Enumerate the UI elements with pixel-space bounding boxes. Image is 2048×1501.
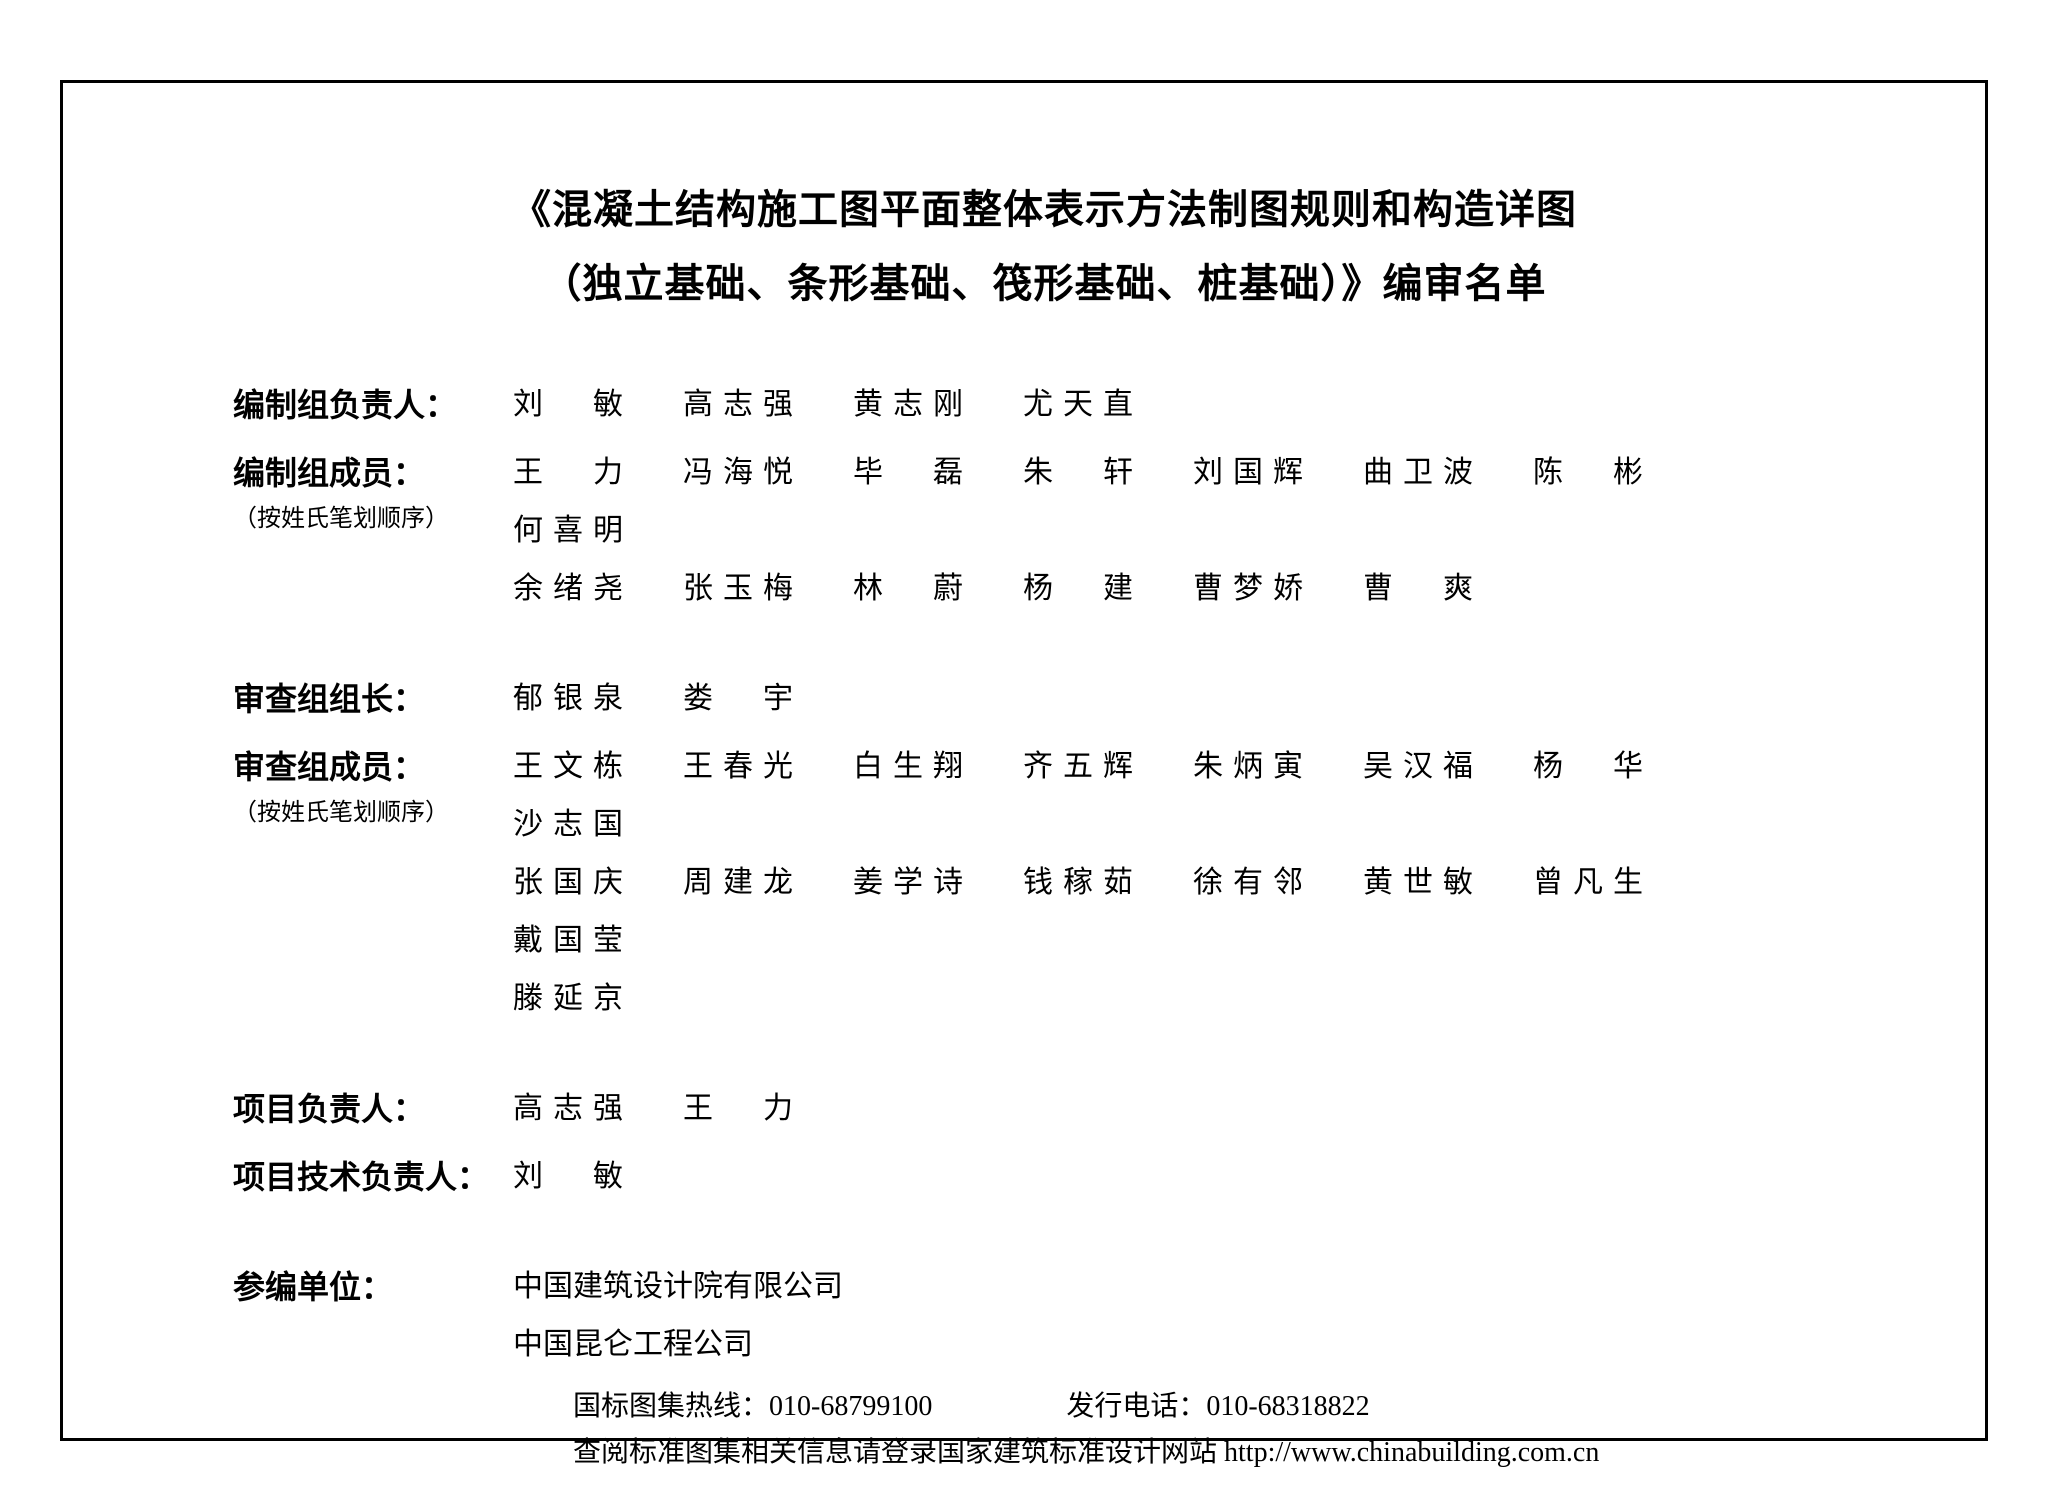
person-name: 郁银泉 (513, 670, 683, 728)
section-project-leaders: 项目负责人： 高志强 王 力 (233, 1080, 1855, 1138)
names-col: 王 力 冯海悦 毕 磊 朱 轩 刘国辉 曲卫波 陈 彬 何喜明 余绪尧 张玉梅 … (513, 444, 1855, 618)
person-name: 陈 彬 (1533, 444, 1703, 502)
title-line-2: （独立基础、条形基础、筏形基础、桩基础）》编审名单 (233, 247, 1855, 321)
person-name: 姜学诗 (853, 854, 1023, 912)
name-row: 张国庆 周建龙 姜学诗 钱稼茹 徐有邻 黄世敏 曾凡生 戴国莹 (513, 854, 1855, 970)
label-col: 编制组负责人： (233, 376, 513, 434)
names-col: 王文栋 王春光 白生翔 齐五辉 朱炳寅 吴汉福 杨 华 沙志国 张国庆 周建龙 … (513, 738, 1855, 1028)
person-name: 朱 轩 (1023, 444, 1193, 502)
org-name: 中国建筑设计院有限公司 (513, 1258, 1855, 1316)
name-row: 刘 敏 高志强 黄志刚 尤天直 (513, 376, 1855, 434)
document-frame: 《混凝土结构施工图平面整体表示方法制图规则和构造详图 （独立基础、条形基础、筏形… (60, 80, 1988, 1441)
person-name: 王 力 (513, 444, 683, 502)
person-name: 徐有邻 (1193, 854, 1363, 912)
person-name: 刘 敏 (513, 376, 683, 434)
footer-contact-row: 国标图集热线：010-68799100 发行电话：010-68318822 (573, 1384, 1855, 1430)
names-col: 高志强 王 力 (513, 1080, 1855, 1138)
person-name: 白生翔 (853, 738, 1023, 796)
person-name: 钱稼茹 (1023, 854, 1193, 912)
label-col: 项目负责人： (233, 1080, 513, 1138)
person-name: 吴汉福 (1363, 738, 1533, 796)
sublabel-review-members: （按姓氏笔划顺序） (233, 796, 513, 830)
person-name: 娄 宇 (683, 670, 853, 728)
label-col: 项目技术负责人： (233, 1148, 513, 1206)
person-name: 曹 爽 (1363, 560, 1533, 618)
website-label: 查阅标准图集相关信息请登录国家建筑标准设计网站 (573, 1437, 1224, 1468)
label-col: 参编单位： (233, 1258, 513, 1316)
name-row: 王文栋 王春光 白生翔 齐五辉 朱炳寅 吴汉福 杨 华 沙志国 (513, 738, 1855, 854)
footer-website-row: 查阅标准图集相关信息请登录国家建筑标准设计网站 http://www.china… (573, 1430, 1855, 1476)
person-name: 杨 建 (1023, 560, 1193, 618)
person-name: 沙志国 (513, 796, 683, 854)
label-participating-orgs: 参编单位： (233, 1258, 513, 1316)
name-row: 滕延京 (513, 970, 1855, 1028)
issue-value: 010-68318822 (1206, 1391, 1369, 1422)
person-name: 朱炳寅 (1193, 738, 1363, 796)
label-col: 审查组成员： （按姓氏笔划顺序） (233, 738, 513, 830)
section-review-leaders: 审查组组长： 郁银泉 娄 宇 (233, 670, 1855, 728)
person-name: 张国庆 (513, 854, 683, 912)
person-name: 何喜明 (513, 502, 683, 560)
names-col: 刘 敏 高志强 黄志刚 尤天直 (513, 376, 1855, 434)
person-name: 黄志刚 (853, 376, 1023, 434)
hotline-value: 010-68799100 (769, 1391, 932, 1422)
names-col: 中国建筑设计院有限公司 中国昆仑工程公司 (513, 1258, 1855, 1374)
person-name: 滕延京 (513, 970, 683, 1028)
person-name: 齐五辉 (1023, 738, 1193, 796)
label-project-tech-leader: 项目技术负责人： (233, 1148, 513, 1206)
person-name: 杨 华 (1533, 738, 1703, 796)
label-compile-leaders: 编制组负责人： (233, 376, 513, 434)
person-name: 毕 磊 (853, 444, 1023, 502)
section-compile-leaders: 编制组负责人： 刘 敏 高志强 黄志刚 尤天直 (233, 376, 1855, 434)
person-name: 曲卫波 (1363, 444, 1533, 502)
person-name: 高志强 (513, 1080, 683, 1138)
name-row: 刘 敏 (513, 1148, 1855, 1206)
person-name: 曹梦娇 (1193, 560, 1363, 618)
footer-block: 国标图集热线：010-68799100 发行电话：010-68318822 查阅… (233, 1384, 1855, 1476)
name-row: 余绪尧 张玉梅 林 蔚 杨 建 曹梦娇 曹 爽 (513, 560, 1855, 618)
person-name: 王 力 (683, 1080, 853, 1138)
person-name: 戴国莹 (513, 912, 683, 970)
label-col: 编制组成员： （按姓氏笔划顺序） (233, 444, 513, 536)
person-name: 冯海悦 (683, 444, 853, 502)
label-project-leaders: 项目负责人： (233, 1080, 513, 1138)
document-page: 《混凝土结构施工图平面整体表示方法制图规则和构造详图 （独立基础、条形基础、筏形… (0, 0, 2048, 1501)
label-col: 审查组组长： (233, 670, 513, 728)
person-name: 周建龙 (683, 854, 853, 912)
names-col: 刘 敏 (513, 1148, 1855, 1206)
section-compile-members: 编制组成员： （按姓氏笔划顺序） 王 力 冯海悦 毕 磊 朱 轩 刘国辉 曲卫波… (233, 444, 1855, 618)
title-line-1: 《混凝土结构施工图平面整体表示方法制图规则和构造详图 (233, 173, 1855, 247)
person-name: 黄世敏 (1363, 854, 1533, 912)
title-block: 《混凝土结构施工图平面整体表示方法制图规则和构造详图 （独立基础、条形基础、筏形… (233, 173, 1855, 321)
section-participating-orgs: 参编单位： 中国建筑设计院有限公司 中国昆仑工程公司 (233, 1258, 1855, 1374)
label-review-members: 审查组成员： (233, 738, 513, 796)
hotline-label: 国标图集热线： (573, 1391, 769, 1422)
name-row: 高志强 王 力 (513, 1080, 1855, 1138)
person-name: 尤天直 (1023, 376, 1193, 434)
person-name: 高志强 (683, 376, 853, 434)
org-name: 中国昆仑工程公司 (513, 1316, 1855, 1374)
person-name: 张玉梅 (683, 560, 853, 618)
person-name: 余绪尧 (513, 560, 683, 618)
name-row: 郁银泉 娄 宇 (513, 670, 1855, 728)
person-name: 刘国辉 (1193, 444, 1363, 502)
person-name: 刘 敏 (513, 1148, 683, 1206)
label-review-leaders: 审查组组长： (233, 670, 513, 728)
person-name: 曾凡生 (1533, 854, 1703, 912)
person-name: 王文栋 (513, 738, 683, 796)
issue-label: 发行电话： (1066, 1391, 1206, 1422)
website-value: http://www.chinabuilding.com.cn (1224, 1437, 1599, 1468)
label-compile-members: 编制组成员： (233, 444, 513, 502)
names-col: 郁银泉 娄 宇 (513, 670, 1855, 728)
person-name: 王春光 (683, 738, 853, 796)
person-name: 林 蔚 (853, 560, 1023, 618)
name-row: 王 力 冯海悦 毕 磊 朱 轩 刘国辉 曲卫波 陈 彬 何喜明 (513, 444, 1855, 560)
sublabel-compile-members: （按姓氏笔划顺序） (233, 502, 513, 536)
section-project-tech-leader: 项目技术负责人： 刘 敏 (233, 1148, 1855, 1206)
section-review-members: 审查组成员： （按姓氏笔划顺序） 王文栋 王春光 白生翔 齐五辉 朱炳寅 吴汉福… (233, 738, 1855, 1028)
